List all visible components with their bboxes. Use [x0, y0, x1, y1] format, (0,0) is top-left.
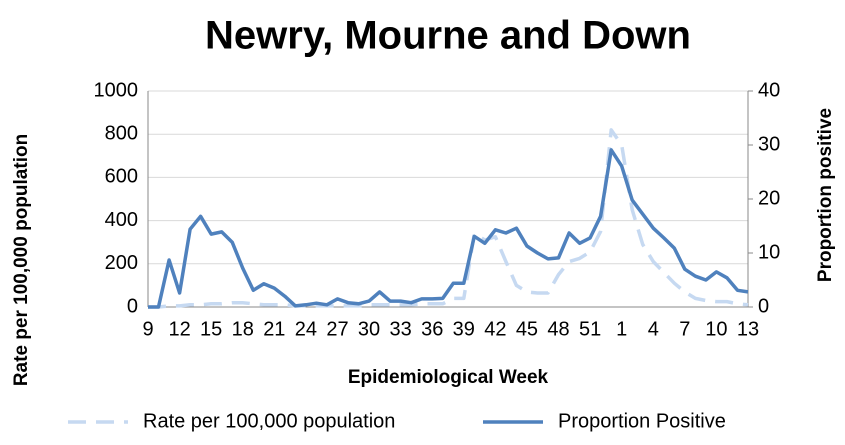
x-tick-label: 36 [421, 318, 443, 340]
x-tick-label: 15 [200, 318, 222, 340]
y2-axis-title: Proportion positive [815, 108, 836, 282]
series-line [148, 128, 749, 309]
x-tick-label: 10 [705, 318, 727, 340]
x-tick-label: 9 [142, 318, 153, 340]
x-tick-label: 51 [579, 318, 601, 340]
y2-tick-label: 0 [758, 295, 769, 317]
x-tick-label: 48 [547, 318, 569, 340]
x-tick-label: 18 [232, 318, 254, 340]
y-tick-label: 800 [105, 122, 138, 144]
x-tick-label: 7 [679, 318, 690, 340]
y-tick-label: 600 [105, 166, 138, 188]
x-tick-label: 33 [390, 318, 412, 340]
chart-title: Newry, Mourne and Down [205, 14, 691, 58]
y-axis-title: Rate per 100,000 population [11, 134, 32, 386]
y2-tick-label: 40 [758, 79, 780, 101]
legend-label: Proportion Positive [558, 410, 726, 432]
x-tick-label: 45 [516, 318, 538, 340]
x-tick-label: 13 [737, 318, 759, 340]
legend-label: Rate per 100,000 population [143, 410, 395, 432]
y-tick-label: 200 [105, 252, 138, 274]
y2-tick-label: 10 [758, 241, 780, 263]
series-line [148, 148, 749, 309]
y-tick-label: 1000 [94, 79, 139, 101]
x-tick-label: 21 [263, 318, 285, 340]
x-tick-label: 1 [616, 318, 627, 340]
y2-tick-label: 20 [758, 187, 780, 209]
x-tick-label: 27 [326, 318, 348, 340]
y-tick-label: 0 [127, 295, 138, 317]
y-tick-label: 400 [105, 209, 138, 231]
x-axis-title: Epidemiological Week [348, 367, 549, 388]
x-tick-label: 42 [484, 318, 506, 340]
x-tick-label: 4 [648, 318, 659, 340]
y2-tick-label: 30 [758, 133, 780, 155]
x-tick-label: 30 [358, 318, 380, 340]
x-tick-label: 39 [453, 318, 475, 340]
x-tick-label: 24 [295, 318, 317, 340]
x-tick-label: 12 [168, 318, 190, 340]
